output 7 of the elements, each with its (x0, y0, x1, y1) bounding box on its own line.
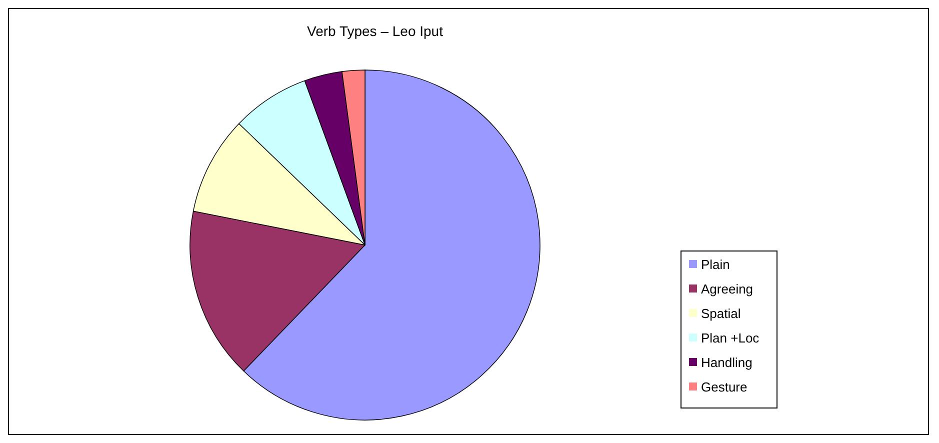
legend-label: Handling (701, 355, 752, 370)
legend-label: Spatial (701, 306, 741, 321)
legend-label: Plain (701, 257, 730, 272)
legend-label: Agreeing (701, 282, 754, 296)
chart-title: Verb Types – Leo Iput (307, 23, 444, 39)
legend-label: Plan +Loc (701, 330, 760, 346)
legend-label: Gesture (701, 380, 748, 394)
